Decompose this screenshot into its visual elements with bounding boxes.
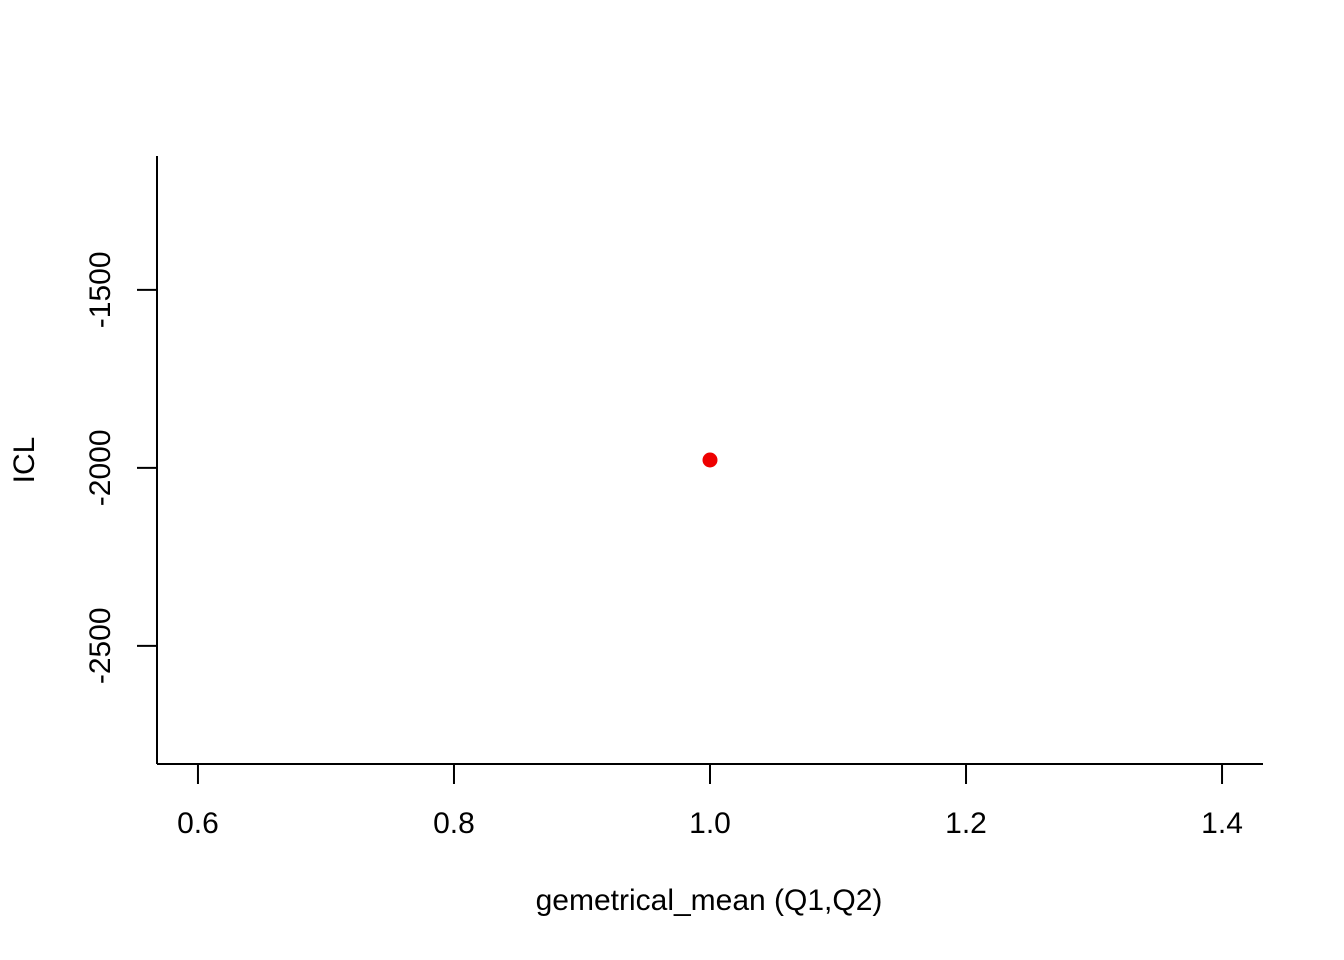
data-points	[702, 452, 718, 468]
y-axis-label: ICL	[8, 437, 41, 484]
x-tick-label: 0.8	[433, 807, 475, 840]
data-point	[702, 452, 718, 468]
y-axis-ticks: -2500 -2000 -1500	[84, 251, 157, 684]
x-axis-label: gemetrical_mean (Q1,Q2)	[536, 884, 883, 917]
y-tick-label: -2500	[84, 607, 117, 684]
x-axis-ticks: 0.6 0.8 1.0 1.2 1.4	[177, 764, 1243, 840]
x-tick-label: 1.2	[945, 807, 987, 840]
x-tick-label: 0.6	[177, 807, 219, 840]
x-tick-label: 1.4	[1201, 807, 1243, 840]
y-tick-label: -1500	[84, 251, 117, 328]
x-tick-label: 1.0	[689, 807, 731, 840]
y-tick-label: -2000	[84, 429, 117, 506]
